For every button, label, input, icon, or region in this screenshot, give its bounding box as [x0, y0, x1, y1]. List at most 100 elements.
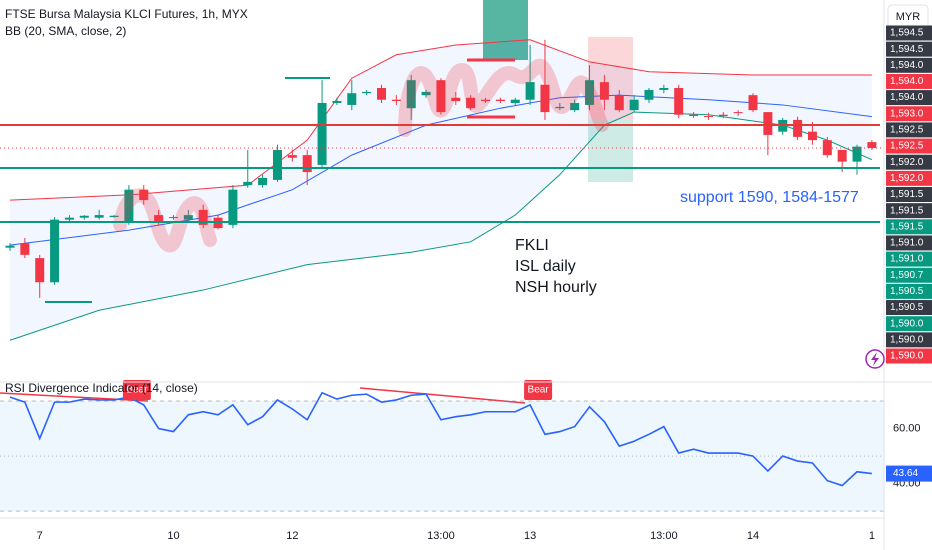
candle-body: [718, 114, 728, 117]
candle-body: [599, 82, 609, 100]
x-tick-label: 12: [286, 530, 298, 542]
price-label: 1,590.0: [890, 351, 924, 362]
candle-body: [5, 245, 15, 248]
signal-label: Bear: [528, 385, 550, 396]
signal-label: Bear: [126, 385, 148, 396]
x-tick-label: 13: [524, 530, 536, 542]
drawings: [0, 58, 880, 404]
price-label-box: [886, 57, 932, 73]
x-tick-label: 13:00: [427, 530, 455, 542]
candle-body: [867, 142, 877, 148]
candle-body: [733, 112, 743, 114]
candle-body: [362, 91, 372, 94]
price-label-box: [886, 122, 932, 138]
price-label: 1,590.7: [890, 270, 924, 281]
price-label-box: [886, 90, 932, 106]
candle-body: [109, 215, 119, 218]
y-tick-label: 60.00: [893, 422, 921, 434]
price-label-box: [886, 73, 932, 89]
indicator-label: BB (20, SMA, close, 2): [5, 24, 126, 38]
price-label: 1,591.5: [890, 205, 924, 216]
price-label: 1,594.0: [890, 92, 924, 103]
price-label-box: [886, 300, 932, 316]
currency: MYR: [896, 11, 921, 23]
candle-body: [139, 189, 149, 201]
candle-body: [243, 181, 253, 186]
candle-body: [436, 80, 446, 113]
candle-body: [793, 119, 803, 137]
price-label-box: [886, 316, 932, 332]
last-value-label: 43.64: [893, 468, 918, 479]
candle-body: [525, 82, 535, 100]
candle-body: [629, 99, 639, 111]
annotation: NSH hourly: [515, 279, 597, 296]
candle-body: [540, 84, 550, 113]
candle-body: [20, 243, 30, 255]
rsi-pane: Bear Bear: [0, 380, 884, 512]
candle-body: [35, 258, 45, 283]
candle-body: [748, 95, 758, 111]
price-label-box: [886, 138, 932, 154]
x-tick-label: 14: [747, 530, 759, 542]
candle-body: [495, 99, 505, 102]
price-label-box: [886, 267, 932, 283]
candle-body: [421, 91, 431, 96]
price-label: 1,592.0: [890, 173, 924, 184]
x-tick-label: 1: [869, 530, 875, 542]
price-label-box: [886, 187, 932, 202]
candle-body: [451, 97, 461, 102]
candle-body: [614, 95, 624, 111]
candle-body: [183, 215, 193, 220]
price-label: 1,590.0: [890, 318, 924, 329]
candle-body: [644, 89, 654, 100]
x-tick-label: 13:00: [650, 530, 678, 542]
signal-box: [524, 380, 553, 400]
candle-body: [154, 215, 164, 223]
candle-body: [64, 217, 74, 220]
candle-body: [94, 215, 104, 218]
drawings-back: [483, 0, 633, 182]
signal-box: [122, 380, 151, 400]
brush-stroke: [113, 188, 217, 253]
price-label: 1,592.0: [890, 157, 924, 168]
candle-body: [510, 99, 520, 103]
price-label-box: [886, 203, 932, 219]
candle-body: [287, 155, 297, 158]
price-label-box: [886, 41, 932, 57]
price-label-box: [886, 283, 932, 299]
candle-body: [377, 87, 386, 100]
band-fill: [10, 39, 872, 341]
candle-body: [258, 177, 268, 186]
x-tick-label: 10: [167, 530, 179, 542]
price-pane: [0, 39, 884, 341]
price-label: 1,590.5: [890, 302, 924, 313]
candle-body: [837, 149, 847, 162]
candle-body: [703, 116, 713, 118]
chart-title: FTSE Bursa Malaysia KLCI Futures, 1h, MY…: [5, 7, 248, 21]
divergence-line: [359, 387, 526, 404]
x-tick-label: 7: [37, 530, 43, 542]
candle-body: [689, 114, 699, 117]
price-label-box: [886, 25, 932, 41]
band-line: [9, 39, 872, 201]
price-label: 1,591.0: [890, 238, 924, 249]
price-label: 1,591.0: [890, 254, 924, 265]
candle-body: [763, 112, 773, 135]
candle-body: [332, 101, 342, 103]
annotation: support 1590, 1584-1577: [680, 189, 859, 206]
candle-body: [659, 87, 669, 90]
price-label-box: [886, 332, 932, 348]
rsi-title: RSI Divergence Indicator (14, close): [5, 381, 198, 395]
candle-body: [585, 80, 595, 105]
candle-body: [168, 217, 178, 219]
candle-body: [570, 102, 580, 111]
annotation: FKLI: [515, 237, 549, 254]
candle-body: [50, 219, 60, 283]
price-label: 1,593.0: [890, 108, 924, 119]
price-label-box: [886, 348, 932, 364]
candle-body: [317, 102, 327, 165]
price-label: 1,594.0: [890, 76, 924, 87]
